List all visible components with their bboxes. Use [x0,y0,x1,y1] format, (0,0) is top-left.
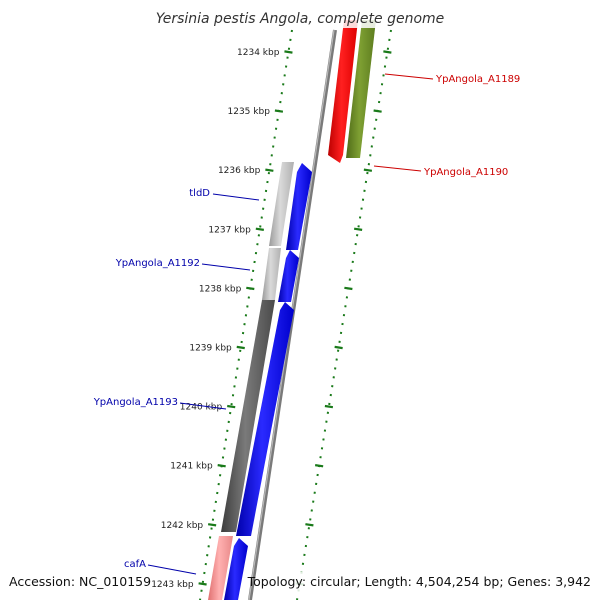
title-backdrop [150,6,450,28]
gene-label-A1190[interactable]: YpAngola_A1190 [423,167,508,178]
footer-backdrop-left [4,572,150,592]
gene-label-tldD[interactable]: tldD [189,188,210,199]
gene-YpAngola_A1190[interactable] [346,20,376,158]
major-tick-right [383,50,392,54]
major-tick-right [363,168,373,172]
major-tick-right [353,227,363,231]
gene-label-cafA[interactable]: cafA [124,559,146,570]
label-line-A1190 [373,165,422,172]
tick-label: 1240 kbp [180,403,223,413]
tick-label: 1235 kbp [228,107,271,117]
gene-ring-A1193 [221,300,275,532]
major-tick-left [236,345,245,350]
label-line-cafA [147,564,197,575]
major-tick-left [198,582,207,586]
tick-label: 1234 kbp [237,48,280,58]
tick-label: 1236 kbp [218,166,261,176]
left-tick-ring [199,29,293,600]
right-tick-ring [296,29,392,600]
major-tick-right [305,523,314,527]
tick-label: 1242 kbp [161,521,204,531]
tick-label: 1238 kbp [199,284,242,294]
major-tick-right [344,286,353,291]
major-tick-left [227,404,236,409]
major-tick-left [274,109,284,113]
gene-label-A1189[interactable]: YpAngola_A1189 [435,74,520,85]
gene-cafA[interactable] [224,538,248,600]
tick-group: 1234 kbp 1235 kbp 1236 kbp 1237 kbp 1238 kbp… [151,48,392,590]
label-line-A1189 [384,73,434,80]
major-tick-left [207,523,217,527]
tick-label: 1241 kbp [170,462,213,472]
tick-label: 1239 kbp [189,344,232,354]
map-title: Yersinia pestis Angola, complete genome [156,11,445,27]
major-tick-right [373,109,382,113]
major-tick-left [217,464,226,468]
major-tick-right [334,345,343,350]
major-tick-left [255,227,264,231]
gene-ring-tldD [269,162,294,246]
gene-ring-A1192 [262,248,281,300]
major-tick-left [265,168,274,172]
label-line-tldD [212,193,260,201]
major-tick-left [284,50,293,54]
major-tick-right [314,464,324,468]
genome-summary-text: Topology: circular; Length: 4,504,254 bp… [247,574,591,589]
gene-YpAngola_A1189[interactable] [328,20,358,163]
tick-label: 1237 kbp [208,225,251,235]
major-tick-left [246,286,255,291]
gene-label-A1192[interactable]: YpAngola_A1192 [115,258,200,269]
gene-ring-cafA [208,536,233,600]
gene-YpAngola_A1192[interactable] [278,250,299,302]
label-line-A1193 [179,402,227,410]
major-tick-right [324,404,334,409]
gene-YpAngola_A1193[interactable] [236,302,294,536]
label-line-A1192 [201,263,251,271]
gene-label-A1193[interactable]: YpAngola_A1193 [93,397,178,408]
accession-text: Accession: NC_010159 [9,574,151,589]
footer-backdrop-right [258,572,596,592]
tick-label: 1243 kbp [151,580,194,590]
gene-tldD[interactable] [286,163,312,250]
